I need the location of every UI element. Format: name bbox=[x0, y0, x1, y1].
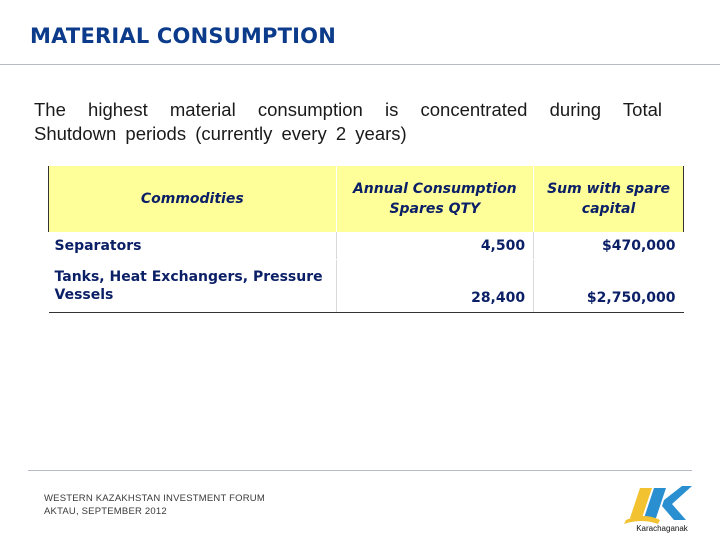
footer-divider bbox=[28, 470, 692, 471]
row-commodity: Separators bbox=[48, 232, 337, 260]
row-sum: $2,750,000 bbox=[533, 259, 684, 313]
header-commodities: Commodities bbox=[48, 166, 337, 232]
karachaganak-k-logo-icon bbox=[624, 486, 692, 524]
header-annual-consumption: Annual Consumption Spares QTY bbox=[336, 166, 535, 232]
material-consumption-table: Commodities Annual Consumption Spares QT… bbox=[48, 166, 684, 313]
intro-text: The highest material consumption is conc… bbox=[34, 99, 662, 144]
table-row: Separators 4,500 $470,000 bbox=[48, 232, 684, 260]
row-sum: $470,000 bbox=[533, 232, 684, 260]
header-sum-spare-capital: Sum with spare capital bbox=[533, 166, 684, 232]
row-qty: 28,400 bbox=[336, 259, 535, 313]
footer-location-date: AKTAU, SEPTEMBER 2012 bbox=[44, 506, 167, 517]
logo-wordmark: Karachaganak bbox=[636, 524, 688, 533]
footer-event: WESTERN KAZAKHSTAN INVESTMENT FORUM bbox=[44, 493, 265, 504]
row-qty: 4,500 bbox=[336, 232, 535, 260]
table-row: Tanks, Heat Exchangers, Pressure Vessels… bbox=[48, 259, 684, 313]
footer: WESTERN KAZAKHSTAN INVESTMENT FORUM AKTA… bbox=[44, 492, 265, 518]
row-commodity: Tanks, Heat Exchangers, Pressure Vessels bbox=[48, 259, 337, 313]
table-header-row: Commodities Annual Consumption Spares QT… bbox=[48, 166, 684, 232]
title-divider bbox=[0, 64, 720, 65]
slide-title: MATERIAL CONSUMPTION bbox=[30, 24, 336, 48]
